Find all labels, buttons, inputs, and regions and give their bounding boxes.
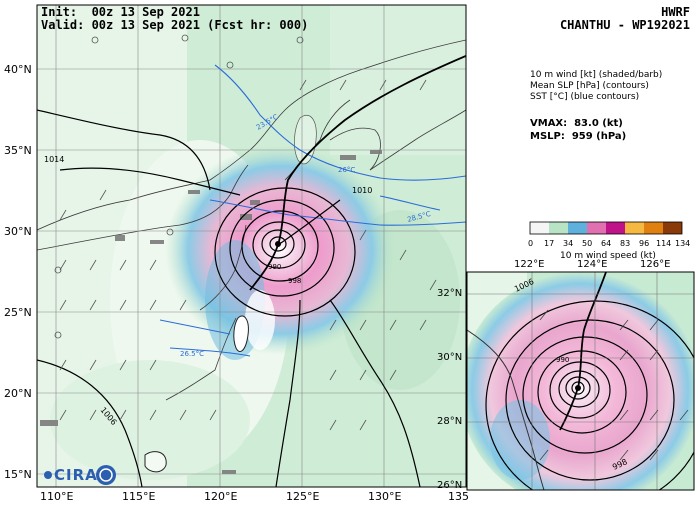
contour-label-1010: 1010 bbox=[352, 186, 372, 195]
legend-slp: Mean SLP [hPa] (contours) bbox=[530, 81, 649, 91]
colorbar-tick: 0 bbox=[528, 239, 534, 248]
lon-label: 110°E bbox=[40, 490, 74, 503]
storm-track-alt bbox=[277, 199, 341, 246]
main-gridlines bbox=[37, 5, 466, 487]
storm-center-marker bbox=[275, 241, 281, 247]
lon-label: 135 bbox=[448, 490, 469, 503]
colorbar-tick: 134 bbox=[675, 239, 691, 248]
inset-map-body: 1006 990 998 bbox=[466, 271, 695, 491]
inset-lat-label: 26°N bbox=[437, 480, 463, 491]
lat-label: 40°N bbox=[4, 63, 32, 76]
lat-label: 35°N bbox=[4, 144, 32, 157]
sst-label-4: 26.5°C bbox=[180, 350, 204, 358]
colorbar-tick: 50 bbox=[582, 239, 593, 248]
contour-label-990: 990 bbox=[268, 263, 281, 271]
contour-label-1014: 1014 bbox=[44, 155, 64, 164]
terrain-patches bbox=[40, 150, 382, 474]
sst-contours bbox=[159, 64, 466, 357]
inset-lat-label: 30°N bbox=[437, 352, 463, 363]
calm-circles bbox=[54, 34, 304, 339]
wind-barbs bbox=[59, 79, 437, 431]
init-time: Init: 00z 13 Sep 2021 bbox=[41, 5, 200, 19]
main-map-frame bbox=[36, 4, 467, 488]
taiwan-island bbox=[233, 315, 249, 352]
colorbar-label: 10 m wind speed (kt) bbox=[560, 251, 656, 261]
cira-logo bbox=[44, 465, 116, 485]
contour-label-998: 998 bbox=[288, 277, 301, 285]
colorbar-tick: 34 bbox=[563, 239, 574, 248]
inset-lat-label: 32°N bbox=[437, 288, 463, 299]
lat-label: 20°N bbox=[4, 387, 32, 400]
colorbar-tick: 17 bbox=[544, 239, 555, 248]
storm-name: CHANTHU - WP192021 bbox=[559, 18, 690, 32]
lon-label: 125°E bbox=[286, 490, 320, 503]
legend-sst: SST [°C] (blue contours) bbox=[530, 92, 640, 102]
colorbar bbox=[529, 221, 683, 235]
colorbar-tick: 64 bbox=[601, 239, 612, 248]
inset-lat-label: 28°N bbox=[437, 416, 463, 427]
lat-label: 25°N bbox=[4, 306, 32, 319]
inset-contour-label-990: 990 bbox=[556, 356, 569, 364]
inset-lon-label: 126°E bbox=[640, 259, 671, 270]
valid-time: Valid: 00z 13 Sep 2021 (Fcst hr: 000) bbox=[41, 18, 309, 32]
main-map-body: 1014 1010 1006 990 998 23.5°C 26°C 28.5°… bbox=[37, 5, 503, 487]
slp-contours bbox=[37, 109, 421, 487]
mslp-value: MSLP: 959 (hPa) bbox=[530, 131, 627, 142]
sst-label-2: 26°C bbox=[338, 166, 355, 174]
storm-track bbox=[249, 54, 466, 291]
lon-label: 115°E bbox=[122, 490, 156, 503]
colorbar-tick: 96 bbox=[639, 239, 650, 248]
lon-label: 120°E bbox=[204, 490, 238, 503]
inset-map-frame bbox=[466, 271, 695, 491]
cira-logo-text: CIRA bbox=[54, 466, 98, 484]
hainan-island bbox=[144, 451, 167, 473]
vmax-value: VMAX: 83.0 (kt) bbox=[530, 118, 623, 129]
inset-lon-label: 124°E bbox=[577, 259, 608, 270]
colorbar-tick: 83 bbox=[620, 239, 631, 248]
inset-lon-label: 122°E bbox=[514, 259, 545, 270]
lat-label: 30°N bbox=[4, 225, 32, 238]
colorbar-tick: 114 bbox=[656, 239, 672, 248]
model-name: HWRF bbox=[661, 5, 690, 19]
lon-label: 130°E bbox=[368, 490, 402, 503]
legend-wind: 10 m wind [kt] (shaded/barb) bbox=[530, 70, 663, 80]
sst-label-5: 23.5°C bbox=[483, 77, 503, 101]
lat-label: 15°N bbox=[4, 468, 32, 481]
